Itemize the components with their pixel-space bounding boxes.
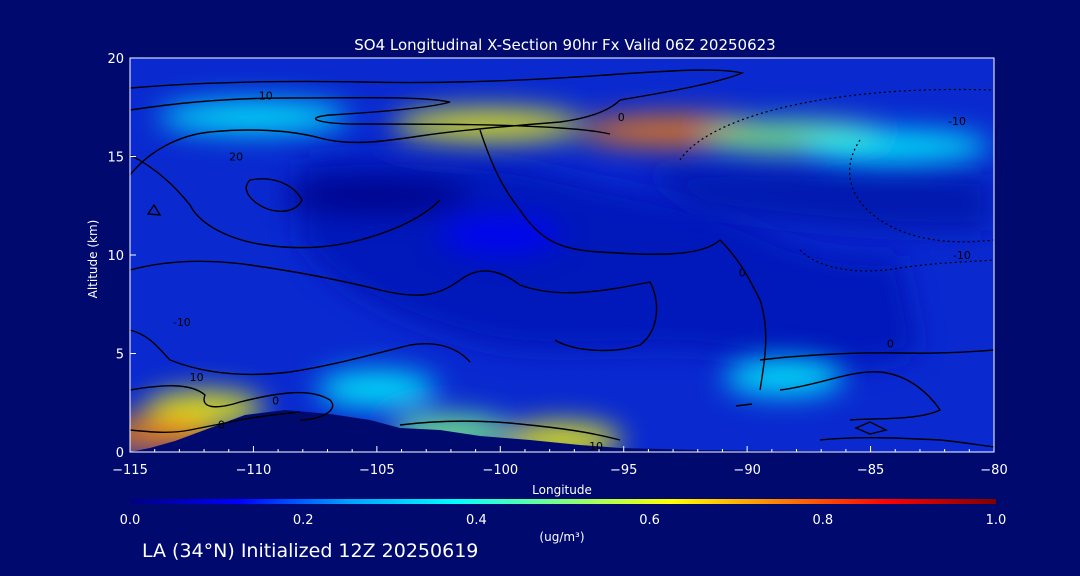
footer-caption: LA (34°N) Initialized 12Z 20250619 bbox=[142, 540, 479, 562]
contour-label: 20 bbox=[229, 150, 243, 163]
y-tick-label: 10 bbox=[107, 249, 124, 264]
contour-small-dash bbox=[735, 403, 753, 407]
concentration-blob bbox=[316, 370, 437, 407]
concentration-blob bbox=[158, 101, 349, 134]
x-tick-label: −90 bbox=[733, 463, 760, 478]
contour-label: -10 bbox=[173, 316, 191, 329]
contour-ground-left bbox=[130, 411, 301, 433]
chart-title: SO4 Longitudinal X-Section 90hr Fx Valid… bbox=[354, 36, 775, 54]
colorbar-tick-label: 0.8 bbox=[812, 513, 833, 528]
y-axis: 0 5 10 15 20 bbox=[107, 52, 136, 461]
contour-label: 0 bbox=[272, 395, 279, 408]
colorbar-unit-label: (ug/m³) bbox=[539, 530, 584, 544]
contour-lower-middle bbox=[399, 420, 621, 441]
dotted-contours bbox=[679, 88, 994, 272]
contour-labels: 10 20 0 -10 -10 0 -10 0 10 0 0 -10 bbox=[173, 89, 971, 453]
concentration-blob bbox=[724, 359, 845, 396]
colorbar-tick-label: 0.4 bbox=[466, 513, 487, 528]
colorbar-tick-label: 1.0 bbox=[986, 513, 1007, 528]
dotted-contour-right-mid bbox=[799, 249, 994, 272]
x-tick-label: −95 bbox=[610, 463, 637, 478]
contour-20-left bbox=[130, 99, 621, 176]
contour-label: -10 bbox=[953, 249, 971, 262]
low-concentration-core bbox=[300, 155, 920, 366]
x-tick-label: −100 bbox=[482, 463, 518, 478]
contour-label: 0 bbox=[887, 338, 894, 351]
plot-area: 10 20 0 -10 -10 0 -10 0 10 0 0 -10 bbox=[130, 58, 994, 453]
concentration-blob bbox=[440, 217, 561, 254]
y-tick-label: 5 bbox=[116, 348, 124, 363]
concentration-blob bbox=[281, 179, 472, 212]
y-axis-label: Altitude (km) bbox=[86, 220, 100, 299]
contour-0-right bbox=[759, 349, 994, 361]
x-tick-label: −85 bbox=[857, 463, 884, 478]
contour-right-bottom bbox=[819, 437, 994, 448]
contour-small-loop-right bbox=[854, 421, 889, 435]
x-axis-label: Longitude bbox=[532, 483, 592, 497]
contour-neg10-left bbox=[130, 329, 471, 376]
contour-label: -10 bbox=[585, 440, 603, 453]
y-tick-label: 20 bbox=[107, 52, 124, 67]
x-tick-label: −80 bbox=[980, 463, 1007, 478]
contour-label: 10 bbox=[259, 89, 273, 102]
contour-label: 10 bbox=[190, 371, 204, 384]
contour-loop-left bbox=[245, 178, 303, 212]
y-tick-label: 0 bbox=[116, 446, 124, 461]
contour-0-central bbox=[479, 129, 767, 391]
terrain bbox=[130, 410, 994, 452]
colorbar bbox=[130, 499, 996, 504]
colorbar-tick-label: 0.0 bbox=[120, 513, 141, 528]
concentration-blob bbox=[800, 130, 991, 163]
colorbar-tick-label: 0.6 bbox=[639, 513, 660, 528]
contour-label: 0 bbox=[618, 111, 625, 124]
contour-top bbox=[130, 69, 745, 101]
colorbar-tick-label: 0.2 bbox=[293, 513, 314, 528]
colorbar-ticks: 0.0 0.2 0.4 0.6 0.8 1.0 bbox=[120, 513, 1007, 528]
upper-dark-core bbox=[640, 167, 990, 232]
contour-label: 0 bbox=[739, 267, 746, 280]
x-axis: −115 −110 −105 −100 −95 −90 −85 −80 bbox=[112, 446, 1008, 478]
contour-lower-left bbox=[130, 385, 334, 421]
x-tick-label: −115 bbox=[112, 463, 148, 478]
x-tick-label: −105 bbox=[359, 463, 395, 478]
contour-mid-left bbox=[130, 154, 441, 249]
contour-label: 0 bbox=[218, 418, 225, 431]
contour-right-low bbox=[779, 371, 942, 421]
contour-10-upper bbox=[130, 96, 611, 135]
contour-left-mid bbox=[130, 260, 658, 352]
contour-small-loop bbox=[146, 203, 162, 216]
y-tick-label: 15 bbox=[107, 151, 124, 166]
contour-lines bbox=[130, 69, 994, 448]
dotted-contour-upper-right bbox=[679, 88, 994, 161]
contour-label: -10 bbox=[948, 115, 966, 128]
x-tick-label: −110 bbox=[236, 463, 272, 478]
